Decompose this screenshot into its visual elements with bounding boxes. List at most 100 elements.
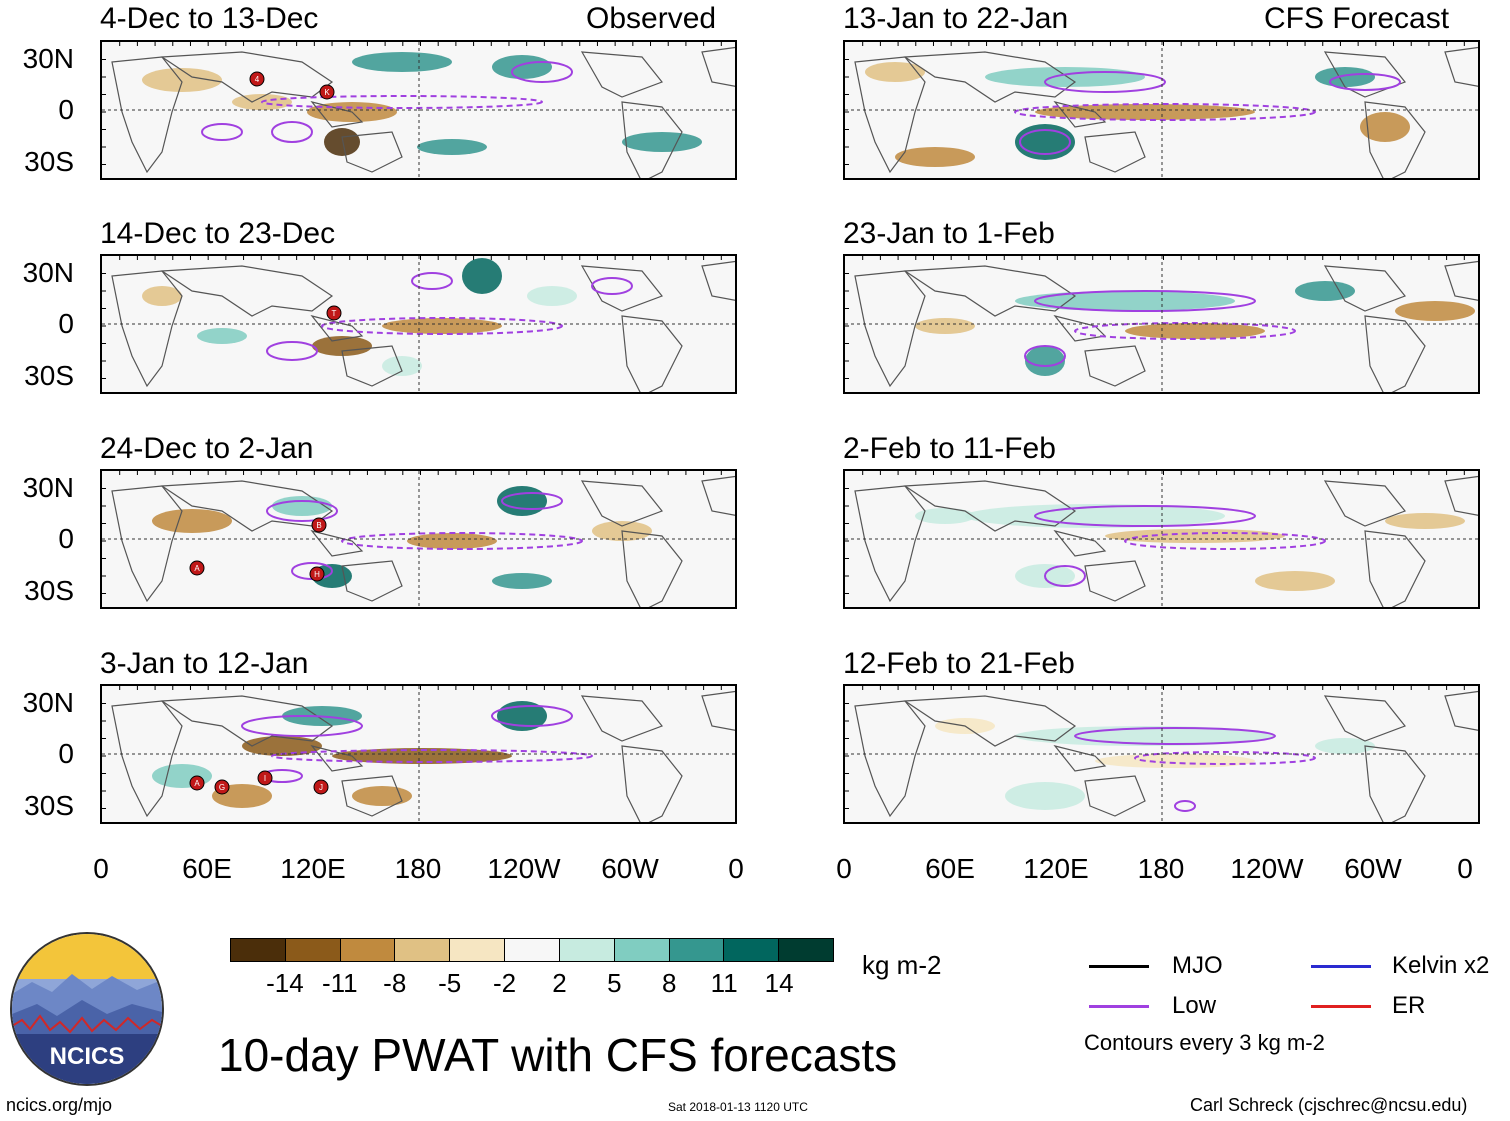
legend-label: MJO xyxy=(1172,952,1223,979)
colorbar-label: -8 xyxy=(383,968,407,998)
x-label: 180 xyxy=(394,853,442,884)
legend-label: ER xyxy=(1392,992,1426,1019)
colorbar-label: 5 xyxy=(607,968,622,998)
panel-title: 4-Dec to 13-Dec xyxy=(100,2,319,35)
map-panel xyxy=(843,469,1480,609)
footer-credit: Carl Schreck (cjschrec@ncsu.edu) xyxy=(1190,1095,1468,1115)
panel-title: 13-Jan to 22-Jan xyxy=(843,2,1069,35)
y-label: 30N xyxy=(22,257,74,288)
y-label: 30S xyxy=(24,790,74,821)
colorbar-label: -5 xyxy=(438,968,462,998)
legend-note: Contours every 3 kg m-2 xyxy=(1084,1030,1325,1055)
map-panel xyxy=(843,254,1480,394)
colorbar-cell xyxy=(669,939,725,961)
panel-title: 2-Feb to 11-Feb xyxy=(843,432,1056,465)
legend-swatch-kelvin xyxy=(1311,965,1371,968)
legend-swatch-mjo xyxy=(1089,965,1149,968)
storm-marker: G xyxy=(214,779,230,795)
x-label: 120W xyxy=(1230,853,1304,884)
svg-text:4: 4 xyxy=(255,75,260,84)
x-label: 120W xyxy=(487,853,561,884)
svg-text:A: A xyxy=(194,779,200,788)
y-label: 30S xyxy=(24,575,74,606)
x-label: 120E xyxy=(280,853,346,884)
y-label: 0 xyxy=(58,523,74,554)
legend-label: Low xyxy=(1172,992,1217,1019)
svg-text:A: A xyxy=(194,564,200,573)
colorbar-label: 2 xyxy=(552,968,567,998)
colorbar-cell xyxy=(559,939,615,961)
x-label: 120E xyxy=(1023,853,1089,884)
y-label: 30S xyxy=(24,146,74,177)
colorbar-label: 8 xyxy=(662,968,677,998)
footer-timestamp: Sat 2018-01-13 1120 UTC xyxy=(668,1100,808,1114)
y-label: 30N xyxy=(22,687,74,718)
map-panel: B A H xyxy=(100,469,737,609)
colorbar-cell xyxy=(505,939,560,961)
colorbar-label: -2 xyxy=(492,968,517,998)
colorbar-cell xyxy=(231,939,286,961)
map-panel xyxy=(843,40,1480,180)
storm-marker: H xyxy=(309,566,325,582)
colorbar-cell xyxy=(450,939,506,961)
panel-title: 3-Jan to 12-Jan xyxy=(100,647,309,680)
colorbar-label: -14 xyxy=(266,968,304,998)
storm-marker: T xyxy=(326,305,342,321)
legend-swatch-er xyxy=(1311,1005,1371,1008)
map-panel: A G I J xyxy=(100,684,737,824)
storm-marker: B xyxy=(311,517,327,533)
colorbar-cell xyxy=(779,939,833,961)
colorbar xyxy=(230,938,834,962)
colorbar-cell xyxy=(395,939,451,961)
svg-text:J: J xyxy=(319,783,323,792)
storm-marker: K xyxy=(319,84,335,100)
y-label: 30S xyxy=(24,360,74,391)
storm-marker: A xyxy=(189,560,205,576)
legend-swatch-low xyxy=(1089,1005,1149,1008)
storm-marker: A xyxy=(189,775,205,791)
svg-text:G: G xyxy=(219,783,225,792)
legend-label: Kelvin x2 xyxy=(1392,952,1490,979)
y-label: 0 xyxy=(58,308,74,339)
storm-marker: I xyxy=(257,770,273,786)
y-label: 30N xyxy=(22,43,74,74)
svg-text:K: K xyxy=(324,88,330,97)
main-title: 10-day PWAT with CFS forecasts xyxy=(218,1029,898,1081)
svg-text:H: H xyxy=(314,570,320,579)
panel-title: 12-Feb to 21-Feb xyxy=(843,647,1075,680)
map-panel xyxy=(843,684,1480,824)
colorbar-label: 14 xyxy=(764,968,794,998)
svg-text:T: T xyxy=(332,309,337,318)
footer-url: ncics.org/mjo xyxy=(6,1095,113,1115)
storm-marker: J xyxy=(313,779,329,795)
x-label: 60E xyxy=(925,853,975,884)
colorbar-units: kg m-2 xyxy=(862,950,942,980)
colorbar-cell xyxy=(724,939,780,961)
x-label: 0 xyxy=(836,853,852,884)
storm-marker: 4 xyxy=(249,71,265,87)
y-label: 0 xyxy=(58,738,74,769)
map-panel: T xyxy=(100,254,737,394)
colorbar-cell xyxy=(614,939,670,961)
x-label: 0 xyxy=(728,853,744,884)
y-label: 30N xyxy=(22,472,74,503)
colorbar-cell xyxy=(285,939,341,961)
svg-text:I: I xyxy=(264,774,266,783)
svg-text:B: B xyxy=(316,521,321,530)
colorbar-cell xyxy=(340,939,396,961)
panel-source-label: CFS Forecast xyxy=(1264,2,1450,35)
panel-title: 14-Dec to 23-Dec xyxy=(100,217,336,250)
panel-title: 23-Jan to 1-Feb xyxy=(843,217,1055,250)
x-label: 180 xyxy=(1137,853,1185,884)
logo-text: NCICS xyxy=(50,1043,125,1070)
panel-source-label: Observed xyxy=(586,2,717,35)
x-label: 60W xyxy=(601,853,659,884)
ncics-logo: NCICS xyxy=(10,932,164,1086)
x-label: 0 xyxy=(1457,853,1473,884)
colorbar-label: -11 xyxy=(321,968,358,998)
colorbar-label: 11 xyxy=(710,968,738,998)
x-label: 60W xyxy=(1344,853,1402,884)
y-label: 0 xyxy=(58,94,74,125)
panel-title: 24-Dec to 2-Jan xyxy=(100,432,314,465)
